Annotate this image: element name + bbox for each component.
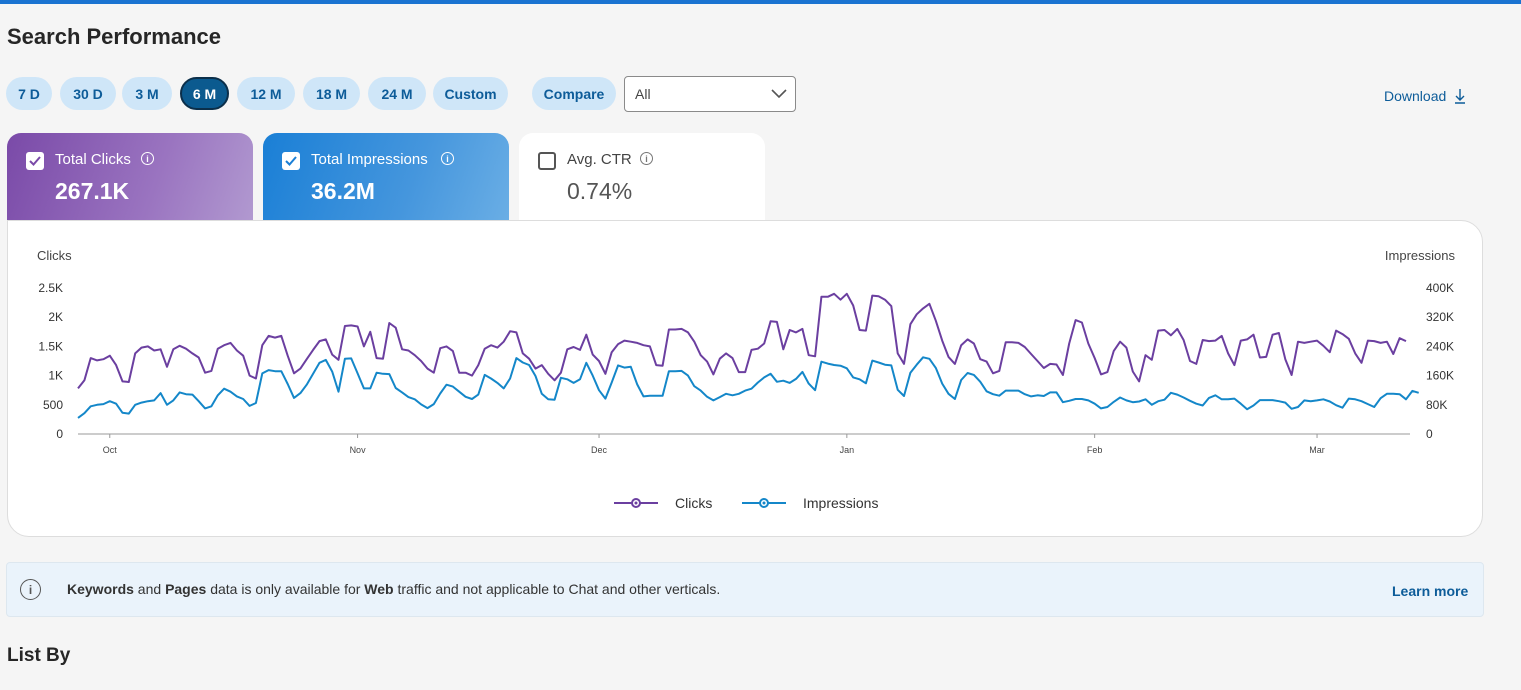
banner-middle: data is only available for [206,581,365,597]
y-tick-left: 500 [43,398,63,412]
page-title: Search Performance [7,24,221,49]
y-axis-left-label: Clicks [37,248,72,263]
impressions-checkbox[interactable] [282,152,300,170]
filter-select-value: All [635,86,651,102]
range-pill-7d[interactable]: 7 D [6,77,52,110]
impressions-line [77,356,1419,419]
legend-label-impressions: Impressions [803,495,878,511]
banner-pages: Pages [165,581,207,597]
info-icon: i [20,579,41,600]
x-tick-label: Jan [840,445,855,455]
banner-tail: traffic and not applicable to Chat and o… [393,581,721,597]
impressions-label: Total Impressions [311,151,428,168]
compare-button[interactable]: Compare [532,77,616,110]
y-tick-right: 400K [1426,281,1454,295]
info-icon[interactable]: i [640,152,653,165]
x-tick-label: Dec [591,445,608,455]
x-tick-label: Nov [350,445,367,455]
chart-panel: Clicks Impressions 0 0 500 80K 1K 160K 1.5K 240K 2… [7,220,1483,537]
x-tick-label: Feb [1087,445,1103,455]
y-tick-left: 2K [48,310,63,324]
range-pill-12m[interactable]: 12 M [237,77,295,110]
y-axis-right-label: Impressions [1385,248,1456,263]
legend-label-clicks: Clicks [675,495,712,511]
download-label: Download [1384,88,1447,104]
metric-card-clicks[interactable]: Total Clicks i 267.1K [7,133,253,221]
y-tick-right: 160K [1426,369,1454,383]
top-accent-bar [0,0,1521,4]
list-by-heading: List By [7,645,71,666]
y-tick-left: 1K [48,369,63,383]
metric-card-ctr[interactable]: Avg. CTR i 0.74% [519,133,765,221]
info-icon[interactable]: i [141,152,154,165]
info-icon[interactable]: i [441,152,454,165]
check-icon [285,156,297,166]
ctr-label: Avg. CTR [567,151,632,168]
x-tick-label: Oct [103,445,118,455]
check-icon [29,156,41,166]
range-pill-3m[interactable]: 3 M [122,77,172,110]
banner-and: and [133,581,166,597]
y-tick-right: 80K [1426,398,1447,412]
clicks-checkbox[interactable] [26,152,44,170]
impressions-value: 36.2M [311,178,375,204]
y-tick-left: 1.5K [38,339,63,353]
y-tick-left: 2.5K [38,281,63,295]
ctr-value: 0.74% [567,178,633,204]
ctr-checkbox[interactable] [538,152,556,170]
clicks-line [77,292,1407,390]
metric-card-impressions[interactable]: Total Impressions i 36.2M [263,133,509,221]
legend-marker-dot-clicks [634,501,638,505]
clicks-value: 267.1K [55,178,130,204]
y-tick-left: 0 [56,427,63,441]
y-tick-right: 240K [1426,339,1454,353]
range-pill-24m[interactable]: 24 M [368,77,426,110]
legend-marker-dot-impressions [762,501,766,505]
info-banner: i Keywords and Pages data is only availa… [6,562,1484,617]
banner-web: Web [364,581,394,597]
chevron-down-icon [771,89,787,99]
download-button[interactable]: Download [1384,88,1466,104]
y-tick-right: 320K [1426,310,1454,324]
range-pill-6m[interactable]: 6 M [180,77,229,110]
banner-message: Keywords and Pages data is only availabl… [67,581,720,597]
range-pill-18m[interactable]: 18 M [303,77,360,110]
learn-more-link[interactable]: Learn more [1392,583,1469,599]
x-tick-label: Mar [1309,445,1325,455]
filter-select[interactable]: All [624,76,796,112]
range-pill-30d[interactable]: 30 D [60,77,116,110]
banner-keywords: Keywords [67,581,134,597]
y-tick-right: 0 [1426,427,1433,441]
performance-chart: Clicks Impressions 0 0 500 80K 1K 160K 1.5K 240K 2… [37,248,1456,511]
range-pill-custom[interactable]: Custom [433,77,508,110]
clicks-label: Total Clicks [55,151,131,168]
download-icon [1455,89,1466,104]
